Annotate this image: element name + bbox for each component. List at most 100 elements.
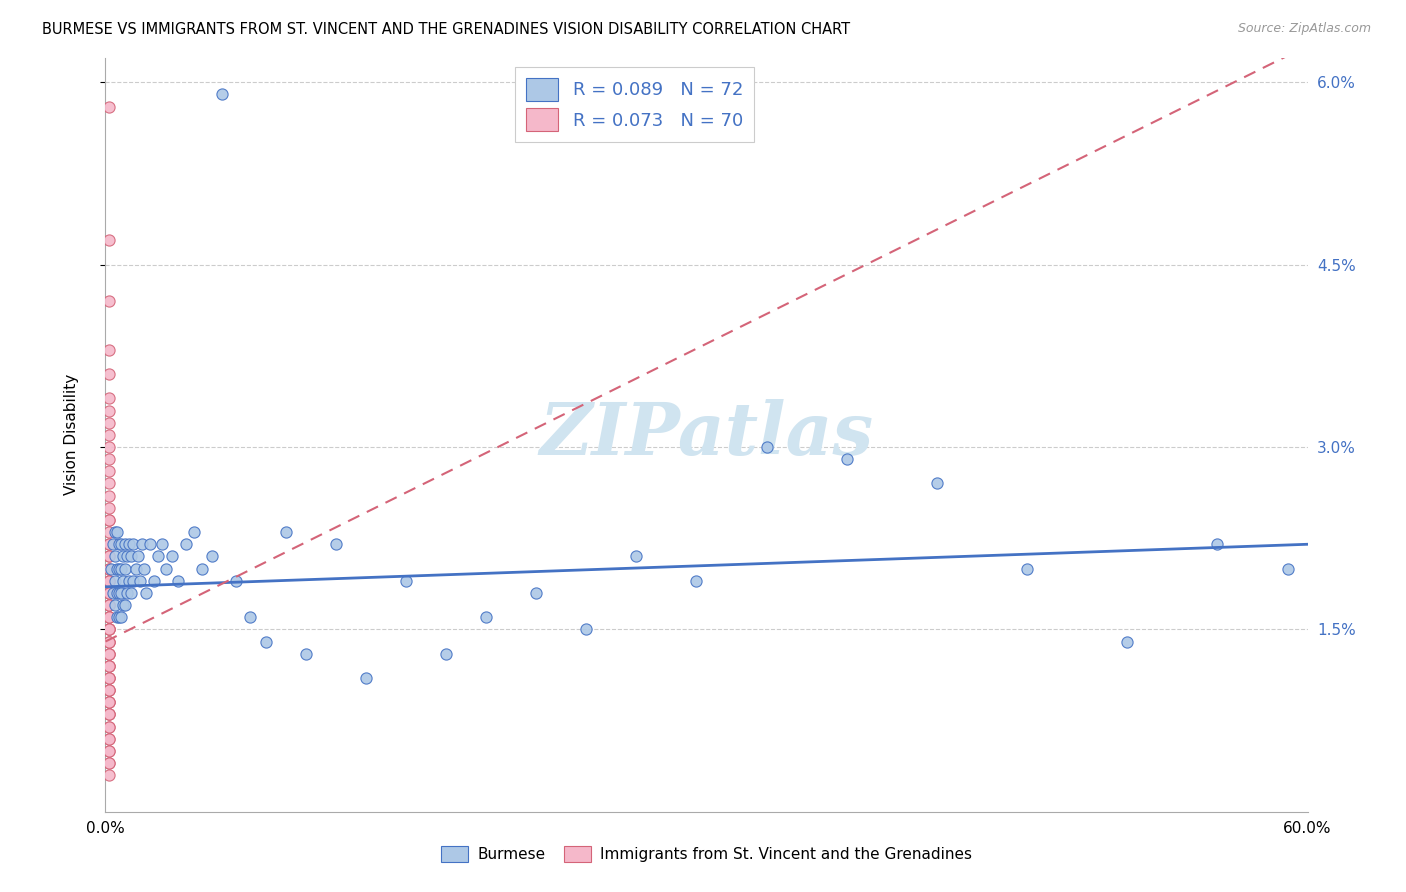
Point — [1017, 561, 1039, 575]
Point — [98, 707, 121, 722]
Point — [98, 549, 121, 564]
Point — [98, 440, 121, 454]
Point — [98, 658, 121, 673]
Point — [925, 476, 948, 491]
Point — [98, 744, 121, 758]
Point — [201, 549, 224, 564]
Point — [98, 731, 121, 746]
Point — [98, 513, 121, 527]
Point — [98, 489, 121, 503]
Point — [755, 440, 778, 454]
Point — [110, 586, 132, 600]
Point — [239, 610, 262, 624]
Text: ZIPatlas: ZIPatlas — [540, 400, 873, 470]
Point — [98, 756, 121, 770]
Point — [98, 683, 121, 698]
Point — [98, 416, 121, 430]
Point — [112, 574, 135, 588]
Point — [112, 598, 135, 612]
Point — [108, 537, 131, 551]
Point — [274, 525, 297, 540]
Point — [98, 428, 121, 442]
Point — [132, 561, 155, 575]
Point — [98, 623, 121, 637]
Point — [98, 525, 121, 540]
Y-axis label: Vision Disability: Vision Disability — [65, 375, 79, 495]
Point — [98, 598, 121, 612]
Point — [117, 586, 139, 600]
Point — [110, 537, 132, 551]
Point — [128, 574, 150, 588]
Point — [166, 574, 188, 588]
Point — [104, 549, 127, 564]
Point — [211, 87, 233, 102]
Point — [98, 537, 121, 551]
Point — [108, 610, 131, 624]
Point — [225, 574, 247, 588]
Point — [107, 561, 129, 575]
Point — [98, 671, 121, 685]
Point — [104, 598, 127, 612]
Point — [98, 695, 121, 709]
Point — [98, 586, 121, 600]
Point — [127, 549, 149, 564]
Point — [98, 720, 121, 734]
Point — [118, 574, 141, 588]
Point — [104, 525, 127, 540]
Point — [98, 731, 121, 746]
Point — [190, 561, 212, 575]
Point — [98, 647, 121, 661]
Point — [155, 561, 177, 575]
Point — [98, 586, 121, 600]
Point — [98, 598, 121, 612]
Point — [325, 537, 347, 551]
Point — [174, 537, 197, 551]
Text: BURMESE VS IMMIGRANTS FROM ST. VINCENT AND THE GRENADINES VISION DISABILITY CORR: BURMESE VS IMMIGRANTS FROM ST. VINCENT A… — [42, 22, 851, 37]
Point — [98, 100, 121, 114]
Point — [685, 574, 707, 588]
Point — [98, 610, 121, 624]
Point — [98, 233, 121, 247]
Point — [98, 561, 121, 575]
Point — [98, 610, 121, 624]
Point — [835, 452, 858, 467]
Point — [183, 525, 205, 540]
Point — [475, 610, 498, 624]
Point — [98, 683, 121, 698]
Point — [138, 537, 160, 551]
Point — [354, 671, 377, 685]
Point — [98, 634, 121, 648]
Point — [575, 623, 598, 637]
Legend: Burmese, Immigrants from St. Vincent and the Grenadines: Burmese, Immigrants from St. Vincent and… — [434, 840, 979, 868]
Point — [98, 658, 121, 673]
Point — [121, 586, 143, 600]
Point — [98, 707, 121, 722]
Point — [108, 561, 131, 575]
Point — [98, 574, 121, 588]
Point — [108, 586, 131, 600]
Point — [524, 586, 547, 600]
Point — [107, 610, 129, 624]
Point — [122, 537, 145, 551]
Point — [98, 586, 121, 600]
Point — [98, 695, 121, 709]
Point — [135, 586, 157, 600]
Point — [98, 695, 121, 709]
Point — [121, 549, 143, 564]
Point — [124, 561, 146, 575]
Point — [110, 610, 132, 624]
Point — [98, 476, 121, 491]
Point — [112, 549, 135, 564]
Point — [98, 720, 121, 734]
Point — [98, 623, 121, 637]
Point — [395, 574, 418, 588]
Point — [98, 647, 121, 661]
Point — [1277, 561, 1299, 575]
Point — [118, 537, 141, 551]
Point — [98, 756, 121, 770]
Point — [107, 525, 129, 540]
Point — [114, 598, 136, 612]
Point — [98, 537, 121, 551]
Point — [160, 549, 183, 564]
Point — [114, 537, 136, 551]
